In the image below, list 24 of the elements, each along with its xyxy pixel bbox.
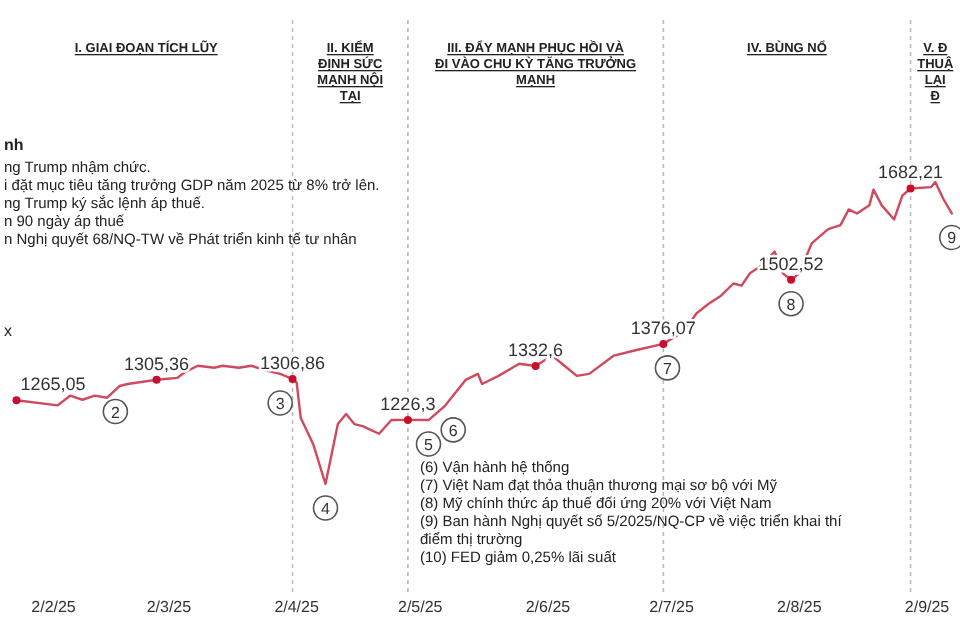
annotation: 4: [321, 500, 332, 518]
x-tick-label: 2/3/25: [146, 598, 193, 616]
annotation: 8: [786, 295, 797, 314]
x-tick-label: 2/5/25: [398, 598, 444, 616]
x-tick-label: 2/6/25: [525, 598, 572, 616]
annotation: 2: [110, 403, 121, 422]
annotation: 9: [947, 229, 958, 248]
x-tick-label: 2/8/25: [777, 598, 823, 616]
x-tick-label: 2/7/25: [649, 598, 695, 616]
x-tick-label: 2/9/25: [904, 598, 951, 616]
annotation: 7: [663, 359, 674, 378]
x-tick-label: 2/2/25: [31, 598, 77, 616]
annotation: 5: [424, 436, 435, 455]
data-label: 1682,21: [878, 162, 944, 183]
annotation: 6: [448, 421, 459, 440]
data-label: 1305,36: [124, 353, 190, 374]
x-tick-label: 2/4/25: [274, 598, 320, 616]
data-label: 1306,86: [259, 353, 326, 374]
data-label: 1332,6: [508, 339, 564, 360]
data-label: 1226,3: [380, 393, 436, 414]
y-axis-title: x: [4, 322, 12, 340]
text: nh: [4, 136, 24, 154]
annotation: 3: [275, 395, 286, 414]
data-label: 1265,05: [20, 374, 86, 395]
